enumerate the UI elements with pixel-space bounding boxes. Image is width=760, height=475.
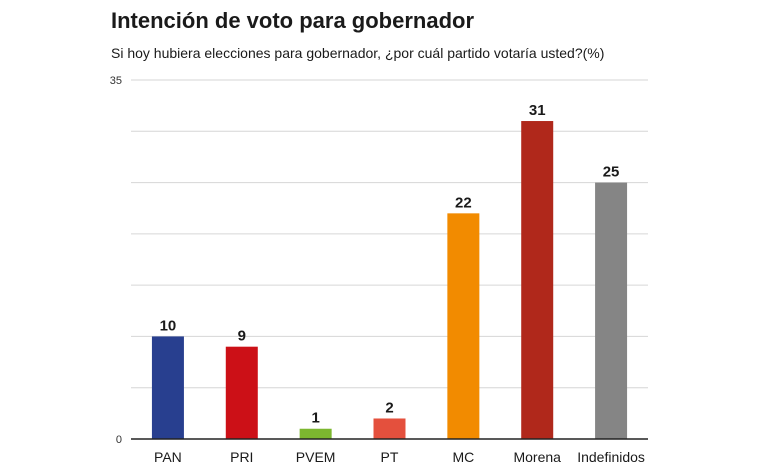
bar-mc — [447, 213, 480, 439]
category-label-mc: MC — [452, 449, 474, 465]
category-labels: PAN PRI PVEM PT MC Morena Indefinidos — [154, 449, 645, 465]
bar-indefinidos — [595, 182, 628, 440]
value-label-mc: 22 — [455, 194, 472, 211]
value-label-indefinidos: 25 — [603, 164, 620, 181]
value-label-pri: 9 — [238, 328, 246, 345]
y-axis-ticks: 0 35 — [110, 75, 122, 446]
bar-morena — [521, 121, 554, 440]
chart-subtitle: Si hoy hubiera elecciones para gobernado… — [111, 45, 605, 61]
category-label-pri: PRI — [230, 449, 253, 465]
bar-pt — [373, 418, 406, 439]
bar-pvem — [299, 428, 332, 439]
chart-title: Intención de voto para gobernador — [111, 8, 475, 33]
category-label-pvem: PVEM — [296, 449, 336, 465]
value-label-pt: 2 — [385, 399, 393, 416]
category-label-indefinidos: Indefinidos — [577, 449, 645, 465]
category-label-morena: Morena — [513, 449, 561, 465]
bars — [151, 121, 628, 440]
category-label-pan: PAN — [154, 449, 182, 465]
value-label-pvem: 1 — [311, 410, 319, 427]
y-tick-label: 35 — [110, 75, 122, 87]
bar-pan — [151, 336, 184, 439]
bar-pri — [225, 346, 258, 439]
gridlines — [131, 79, 648, 389]
y-tick-label: 0 — [116, 434, 122, 446]
value-label-morena: 31 — [529, 102, 546, 119]
value-label-pan: 10 — [160, 317, 177, 334]
category-label-pt: PT — [381, 449, 399, 465]
